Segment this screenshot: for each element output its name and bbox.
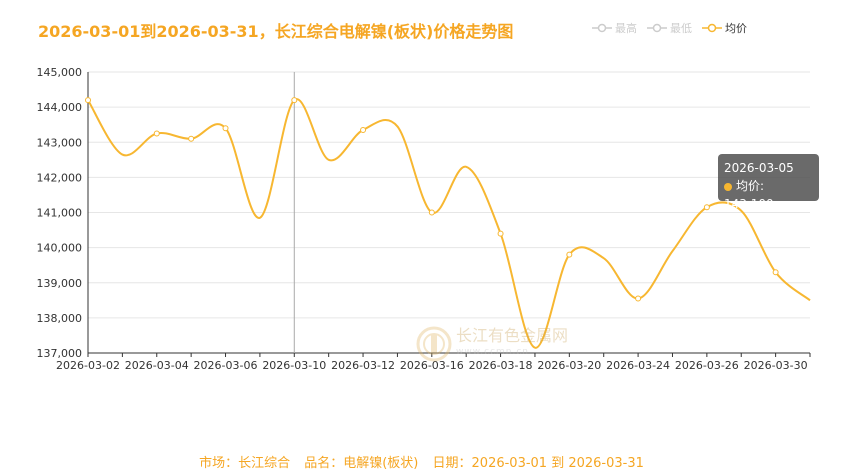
data-point [360, 126, 367, 133]
x-tick-label: 2026-03-16 [400, 359, 464, 372]
data-point [291, 97, 298, 104]
y-tick-label: 139,000 [37, 277, 83, 290]
footer-info: 市场：长江综合 品名：电解镍(板状) 日期：2026-03-01 到 2026-… [0, 452, 843, 471]
tooltip-value: 均价: 143,100 [724, 179, 774, 211]
ccmn-logo-icon [416, 326, 452, 362]
x-tick-label: 2026-03-04 [125, 359, 189, 372]
x-tick-label: 2026-03-12 [331, 359, 395, 372]
data-point [772, 269, 779, 276]
series-line-avg [87, 98, 811, 349]
footer-product: 品名：电解镍(板状) [304, 456, 419, 471]
series-dot-icon [724, 182, 732, 191]
legend-line-marker-icon [702, 23, 722, 33]
data-point [222, 125, 229, 132]
chart-tooltip: 2026-03-05 均价: 143,100 [718, 154, 819, 211]
y-tick-label: 144,000 [37, 101, 83, 114]
y-tick-label: 145,000 [37, 66, 83, 79]
x-tick-label: 2026-03-26 [675, 359, 739, 372]
data-point [566, 251, 573, 258]
y-tick-label: 143,000 [37, 136, 83, 149]
legend-line-marker-icon [592, 23, 612, 33]
legend-label-high: 最高 [615, 22, 637, 35]
data-point [703, 204, 710, 211]
x-tick-label: 2026-03-06 [194, 359, 258, 372]
data-point [497, 230, 504, 237]
x-tick-label: 2026-03-20 [537, 359, 601, 372]
x-tick-label: 2026-03-24 [606, 359, 670, 372]
data-point [153, 130, 160, 137]
x-tick-label: 2026-03-02 [56, 359, 120, 372]
data-point [188, 135, 195, 142]
tooltip-value-row: 均价: 143,100 [724, 177, 813, 213]
data-point [635, 295, 642, 302]
legend-item-high[interactable]: 最高 [592, 20, 637, 36]
data-point [85, 97, 91, 104]
footer-date: 日期：2026-03-01 到 2026-03-31 [432, 456, 644, 471]
legend-label-avg: 均价 [725, 22, 747, 35]
y-tick-label: 141,000 [37, 207, 83, 220]
watermark-url: www.ccmn.cn [456, 347, 529, 357]
legend-line-marker-icon [647, 23, 667, 33]
legend-item-low[interactable]: 最低 [647, 20, 692, 36]
legend: 最高 最低 均价 [592, 20, 757, 36]
chart-title: 2026-03-01到2026-03-31，长江综合电解镍(板状)价格走势图 [38, 22, 514, 41]
watermark: 长江有色金属网 www.ccmn.cn [416, 326, 568, 362]
tooltip-date: 2026-03-05 [724, 161, 794, 175]
y-tick-label: 138,000 [37, 312, 83, 325]
legend-item-avg[interactable]: 均价 [702, 20, 747, 36]
y-tick-label: 140,000 [37, 242, 83, 255]
legend-label-low: 最低 [670, 22, 692, 35]
x-tick-label: 2026-03-18 [469, 359, 533, 372]
x-tick-label: 2026-03-30 [744, 359, 808, 372]
x-tick-label: 2026-03-10 [262, 359, 326, 372]
watermark-name: 长江有色金属网 [456, 326, 569, 345]
footer-market: 市场：长江综合 [199, 456, 291, 471]
y-tick-label: 142,000 [37, 171, 83, 184]
y-tick-label: 137,000 [37, 347, 83, 360]
data-point [428, 209, 435, 216]
